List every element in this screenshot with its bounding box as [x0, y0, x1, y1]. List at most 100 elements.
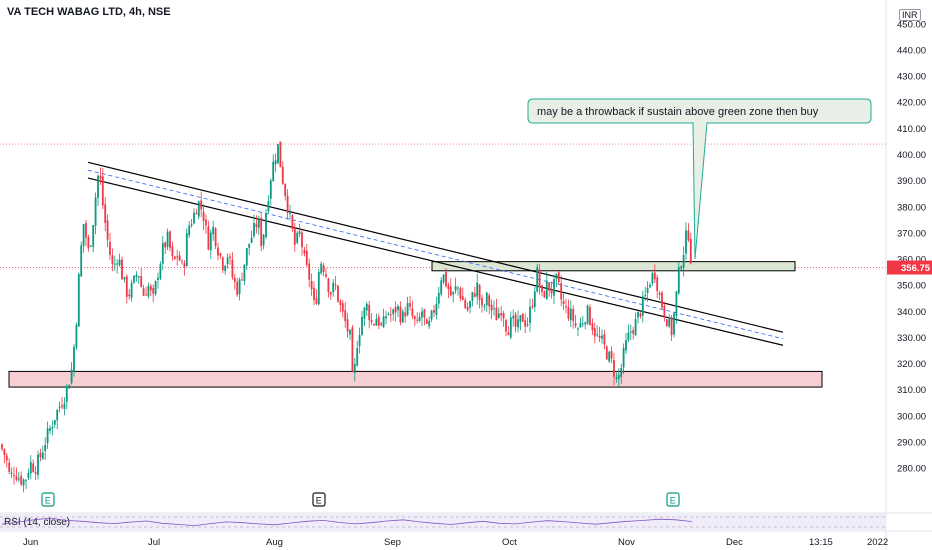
candle-body: [517, 319, 519, 328]
candle: [661, 290, 663, 311]
green-zone[interactable]: [431, 261, 796, 272]
candle-body: [135, 274, 138, 278]
candle-body: [519, 315, 522, 322]
candle: [286, 189, 289, 220]
candle: [267, 195, 270, 214]
y-tick-label: 450.00: [897, 19, 926, 30]
candle: [680, 265, 683, 271]
rsi-pane[interactable]: RSI (14, close): [0, 512, 932, 530]
candle-body: [185, 233, 188, 267]
candle-body: [610, 350, 613, 359]
candle-body: [493, 307, 495, 309]
candle: [13, 466, 15, 485]
candle-body: [622, 347, 625, 368]
candle-body: [303, 249, 306, 254]
earnings-marker-box: [312, 492, 326, 507]
candle: [169, 230, 171, 252]
upper-trendline[interactable]: [87, 161, 784, 333]
y-tick-label: 420.00: [897, 98, 926, 109]
candle-body: [85, 222, 87, 238]
candle-body: [37, 454, 39, 475]
rsi-line: [1, 517, 693, 527]
candle: [413, 315, 416, 327]
candle: [308, 258, 311, 288]
annotation-bubble[interactable]: [527, 98, 872, 260]
candle-body: [109, 241, 111, 255]
candle-body: [581, 323, 584, 325]
candle-body: [317, 272, 320, 305]
candle-body: [615, 377, 618, 380]
candle: [454, 277, 457, 294]
candle: [375, 313, 378, 326]
candle-body: [8, 462, 11, 472]
candle: [586, 304, 589, 326]
candle: [658, 290, 661, 300]
candle: [397, 304, 399, 318]
candle: [190, 218, 193, 228]
candle-body: [279, 141, 282, 168]
candle: [193, 208, 195, 225]
candle: [116, 259, 119, 274]
candle: [284, 183, 287, 201]
candle: [243, 264, 246, 286]
candle-body: [454, 286, 457, 291]
earnings-marker[interactable]: E: [312, 492, 326, 507]
candle: [320, 261, 323, 275]
candle: [469, 300, 471, 314]
candle: [298, 223, 301, 238]
earnings-marker-box: [41, 492, 55, 507]
candle-body: [533, 291, 536, 307]
candle: [22, 478, 25, 493]
candle: [437, 286, 440, 309]
candle: [471, 291, 474, 307]
candle: [178, 251, 181, 262]
earnings-marker[interactable]: E: [41, 492, 55, 507]
candle-body: [361, 316, 363, 335]
candle-body: [145, 294, 147, 296]
candle: [423, 308, 426, 326]
currency-label[interactable]: INR: [899, 9, 921, 21]
candle-body: [20, 475, 23, 485]
candle-body: [370, 319, 373, 323]
candle: [135, 271, 138, 282]
candle: [682, 246, 685, 277]
candle: [541, 284, 543, 297]
candle: [46, 421, 49, 450]
candle-body: [394, 307, 397, 313]
candle: [557, 271, 560, 285]
candle-body: [147, 285, 150, 297]
candle: [125, 274, 128, 304]
candle: [8, 458, 11, 475]
candle-body: [589, 307, 591, 326]
candle: [27, 468, 30, 480]
candle-body: [226, 257, 229, 265]
candle: [166, 228, 169, 250]
candle: [377, 313, 380, 330]
candle: [236, 278, 239, 297]
earnings-marker-label: E: [670, 496, 676, 506]
annotation-callout[interactable]: may be a throwback if sustain above gree…: [527, 98, 872, 260]
candle-body: [502, 313, 505, 319]
y-tick-label: 310.00: [897, 385, 926, 396]
candle-body: [368, 304, 371, 321]
candle-body: [310, 280, 313, 290]
candle-body: [236, 281, 239, 295]
candle-body: [512, 316, 515, 319]
candle: [514, 312, 517, 333]
candle-body: [464, 299, 467, 308]
candle-body: [305, 250, 308, 265]
candle: [272, 154, 275, 182]
price-axis[interactable]: 280.00 290.00 300.00 310.00 320.00 330.00 340.…: [885, 0, 932, 550]
candle: [305, 243, 308, 267]
time-axis[interactable]: Jun Jul Aug Sep Oct Nov Dec 13:15 2022: [0, 530, 932, 548]
candle: [466, 302, 469, 312]
earnings-marker[interactable]: E: [666, 492, 680, 507]
candle-body: [183, 263, 186, 267]
candle-body: [524, 320, 527, 327]
candle-body: [334, 284, 337, 286]
candle: [313, 281, 315, 306]
support-zone[interactable]: [8, 370, 823, 388]
